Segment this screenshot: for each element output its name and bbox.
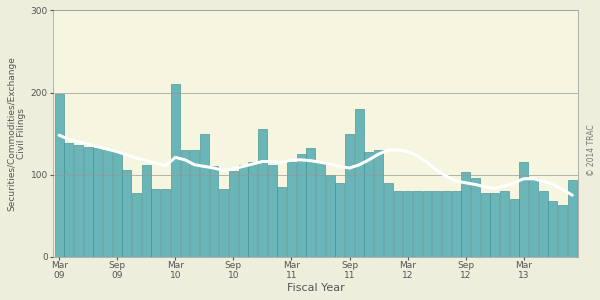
Bar — [229, 170, 238, 257]
Bar — [335, 183, 344, 257]
Bar — [345, 134, 354, 257]
Bar — [442, 191, 451, 257]
Bar — [461, 172, 470, 257]
Bar — [432, 191, 441, 257]
Bar — [200, 134, 209, 257]
Bar — [171, 84, 180, 257]
Bar — [268, 165, 277, 257]
Bar — [500, 191, 509, 257]
Bar — [452, 191, 461, 257]
Bar — [219, 189, 228, 257]
Bar — [568, 180, 577, 257]
Bar — [307, 148, 315, 257]
Bar — [239, 165, 248, 257]
Bar — [558, 205, 567, 257]
Bar — [326, 175, 335, 257]
Bar — [113, 152, 122, 257]
Bar — [510, 199, 518, 257]
Bar — [539, 191, 548, 257]
Bar — [132, 193, 141, 257]
Bar — [384, 183, 393, 257]
Bar — [355, 109, 364, 257]
X-axis label: Fiscal Year: Fiscal Year — [287, 283, 344, 293]
Bar — [64, 143, 73, 257]
Text: © 2014 TRAC: © 2014 TRAC — [587, 124, 595, 176]
Bar — [161, 189, 170, 257]
Bar — [316, 162, 325, 257]
Bar — [548, 201, 557, 257]
Bar — [94, 148, 103, 257]
Bar — [413, 191, 422, 257]
Bar — [142, 165, 151, 257]
Bar — [74, 145, 83, 257]
Bar — [209, 167, 218, 257]
Y-axis label: Securities/Commodities/Exchange
Civil Filings: Securities/Commodities/Exchange Civil Fi… — [7, 56, 26, 211]
Bar — [490, 193, 499, 257]
Bar — [481, 193, 490, 257]
Bar — [529, 178, 538, 257]
Bar — [297, 154, 305, 257]
Bar — [248, 162, 257, 257]
Bar — [190, 150, 199, 257]
Bar — [364, 152, 373, 257]
Bar — [374, 150, 383, 257]
Bar — [394, 191, 403, 257]
Bar — [122, 170, 131, 257]
Bar — [277, 187, 286, 257]
Bar — [403, 191, 412, 257]
Bar — [151, 189, 160, 257]
Bar — [471, 178, 480, 257]
Bar — [520, 162, 528, 257]
Bar — [287, 162, 296, 257]
Bar — [181, 150, 190, 257]
Bar — [103, 150, 112, 257]
Bar — [84, 147, 92, 257]
Bar — [422, 191, 431, 257]
Bar — [55, 94, 64, 257]
Bar — [258, 130, 267, 257]
